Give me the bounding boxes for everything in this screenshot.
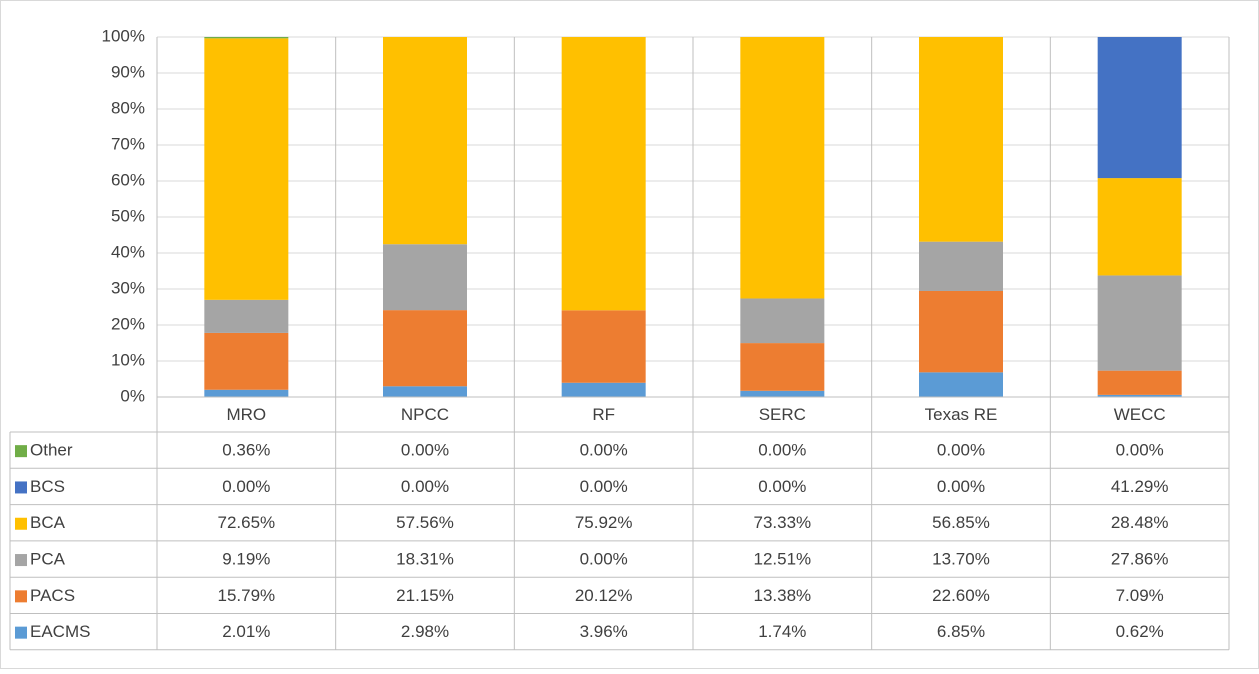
table-value: 27.86% — [1111, 550, 1169, 569]
bar-segment — [204, 332, 289, 390]
table-value: 1.74% — [758, 622, 806, 641]
legend-label: PACS — [30, 586, 75, 605]
y-tick-label: 60% — [111, 170, 145, 189]
bar-segment — [561, 382, 646, 397]
legend-label: PCA — [30, 550, 66, 569]
bar-segment — [204, 299, 289, 333]
x-tick-label: RF — [592, 405, 615, 424]
table-value: 0.00% — [580, 477, 628, 496]
bar-segment — [919, 241, 1003, 291]
table-value: 0.00% — [580, 441, 628, 460]
legend-swatch — [15, 590, 27, 603]
table-value: 0.00% — [1116, 441, 1164, 460]
table-value: 9.19% — [222, 550, 270, 569]
table-value: 0.00% — [580, 550, 628, 569]
table-value: 41.29% — [1111, 477, 1169, 496]
bar-segment — [919, 290, 1003, 373]
legend-swatch — [15, 626, 27, 639]
y-tick-label: 40% — [111, 242, 145, 261]
table-value: 13.70% — [932, 550, 990, 569]
bar-segment — [383, 310, 467, 387]
bar-segment — [919, 37, 1003, 242]
bar-segment — [740, 390, 825, 397]
bar-segment — [1097, 37, 1182, 179]
bar-segment — [204, 38, 289, 300]
bar-segment — [740, 298, 825, 344]
bar-segment — [740, 343, 825, 391]
table-value: 20.12% — [575, 586, 633, 605]
table-value: 6.85% — [937, 622, 985, 641]
table-value: 0.00% — [401, 441, 449, 460]
x-tick-label: WECC — [1114, 405, 1166, 424]
table-value: 3.96% — [580, 622, 628, 641]
legend-label: BCS — [30, 477, 65, 496]
y-tick-label: 20% — [111, 314, 145, 333]
bar-segment — [383, 386, 467, 397]
table-value: 75.92% — [575, 513, 633, 532]
table-value: 13.38% — [753, 586, 811, 605]
table-value: 18.31% — [396, 550, 454, 569]
table-value: 15.79% — [217, 586, 275, 605]
table-value: 12.51% — [753, 550, 811, 569]
y-tick-label: 70% — [111, 134, 145, 153]
table-value: 0.00% — [937, 441, 985, 460]
bar-segment — [561, 37, 646, 311]
legend-label: EACMS — [30, 622, 90, 641]
y-tick-label: 10% — [111, 350, 145, 369]
y-tick-label: 30% — [111, 278, 145, 297]
table-value: 0.00% — [401, 477, 449, 496]
y-tick-label: 80% — [111, 98, 145, 117]
bar-segment — [1097, 275, 1182, 371]
table-value: 7.09% — [1116, 586, 1164, 605]
bar-segment — [204, 389, 289, 397]
legend-swatch — [15, 445, 27, 458]
table-value: 0.00% — [758, 477, 806, 496]
table-value: 0.36% — [222, 441, 270, 460]
table-value: 22.60% — [932, 586, 990, 605]
bar-segment — [383, 244, 467, 311]
table-value: 28.48% — [1111, 513, 1169, 532]
bar-segment — [561, 310, 646, 383]
table-value: 2.98% — [401, 622, 449, 641]
bar-segment — [1097, 178, 1182, 276]
x-tick-label: SERC — [759, 405, 806, 424]
bar-segment — [1097, 394, 1182, 397]
bar-segment — [1097, 370, 1182, 395]
legend-swatch — [15, 517, 27, 530]
table-value: 56.85% — [932, 513, 990, 532]
table-value: 0.62% — [1116, 622, 1164, 641]
bar-segment — [740, 37, 825, 299]
table-value: 73.33% — [753, 513, 811, 532]
table-value: 0.00% — [937, 477, 985, 496]
legend-label: BCA — [30, 513, 66, 532]
legend-label: Other — [30, 441, 73, 460]
bar-segment — [919, 372, 1003, 397]
legend-swatch — [15, 554, 27, 567]
x-tick-label: Texas RE — [925, 405, 998, 424]
table-value: 57.56% — [396, 513, 454, 532]
table-value: 21.15% — [396, 586, 454, 605]
x-tick-label: NPCC — [401, 405, 449, 424]
table-value: 72.65% — [217, 513, 275, 532]
y-tick-label: 0% — [120, 386, 145, 405]
table-value: 0.00% — [222, 477, 270, 496]
bar-segment — [204, 37, 289, 39]
y-tick-label: 100% — [102, 26, 145, 45]
y-tick-label: 90% — [111, 62, 145, 81]
table-value: 0.00% — [758, 441, 806, 460]
table-value: 2.01% — [222, 622, 270, 641]
bar-segment — [383, 37, 467, 245]
y-tick-label: 50% — [111, 206, 145, 225]
x-tick-label: MRO — [226, 405, 266, 424]
legend-swatch — [15, 481, 27, 494]
